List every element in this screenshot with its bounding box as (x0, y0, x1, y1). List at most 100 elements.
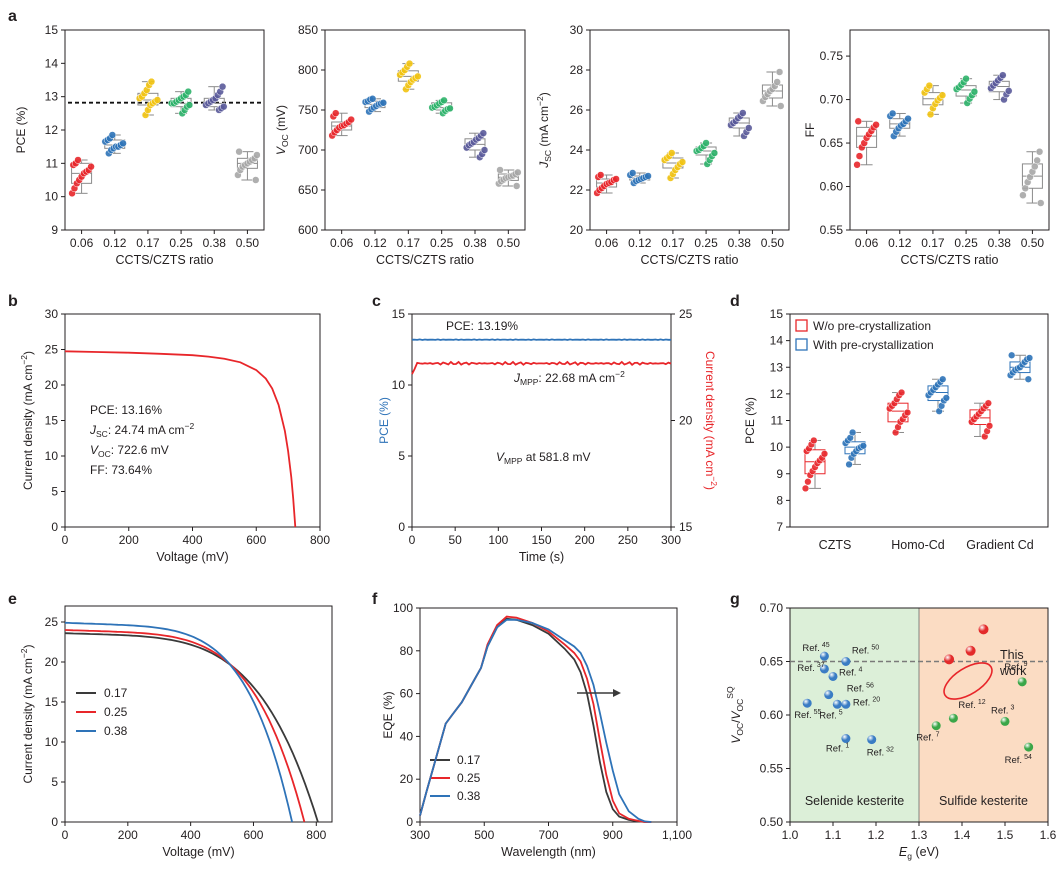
y-tick-label: 20 (570, 223, 584, 237)
data-point (414, 72, 422, 81)
y-tick-label: 850 (298, 23, 318, 37)
y-tick-label: 80 (400, 644, 414, 658)
data-point (938, 91, 947, 99)
x-tick-label: 300 (410, 828, 430, 842)
this-work-ellipse (943, 662, 993, 700)
ref-prefix: Ref. (839, 667, 856, 678)
ref-number: 45 (822, 642, 830, 649)
data-point-selenide (824, 690, 834, 700)
box-group (68, 156, 95, 198)
y-axis-label-part: SQ (725, 686, 735, 699)
data-point (888, 109, 897, 118)
y-axis-label-part: OC (280, 134, 290, 147)
ref-number: 56 (866, 683, 874, 690)
x-axis-label: Eg (eV) (899, 845, 939, 861)
plot-frame-a2 (324, 29, 526, 231)
ref-number: 1 (845, 743, 849, 750)
x-axis-label-part: g (907, 851, 912, 861)
ref-prefix: Ref. (1004, 662, 1021, 673)
x-tick-label: 0.38 (728, 236, 752, 250)
data-point (745, 124, 753, 132)
annotation-voc-part: V (90, 443, 99, 457)
data-point (480, 146, 489, 154)
y-tick-label: 10 (45, 190, 59, 204)
plot-frame-e (64, 605, 333, 823)
y-tick-label: 22 (570, 183, 584, 197)
x-tick-label: 0.25 (954, 236, 978, 250)
annotation-jmpp-part: J (513, 371, 521, 385)
data-point (859, 442, 867, 450)
x-tick-label: 0 (62, 828, 69, 842)
x-tick-label: 0.12 (628, 236, 652, 250)
y-tick-label: 20 (679, 414, 693, 428)
data-point (985, 422, 994, 430)
y-tick-label: 25 (45, 343, 59, 357)
data-point (87, 162, 95, 171)
ref-number: 37 (817, 662, 825, 669)
x-tick-label: 0.50 (761, 236, 785, 250)
y-axis-label: PCE (%) (14, 107, 28, 154)
x-tick-label: 800 (310, 533, 330, 547)
x-tick-label: 0 (409, 533, 416, 547)
x-tick-label: 1.0 (782, 828, 799, 842)
x-tick-label: 0.12 (103, 236, 127, 250)
annotation-voc: VOC: 722.6 mV (90, 443, 169, 459)
y-tick-label: 10 (45, 735, 59, 749)
data-point (776, 102, 785, 110)
data-point (855, 152, 864, 160)
data-point (962, 74, 970, 83)
data-point (970, 87, 979, 96)
legend-label: 0.25 (457, 771, 481, 785)
y-axis-label-part: Current density (mA cm (21, 658, 35, 783)
legend-label-without: W/o pre-crystallization (813, 319, 931, 333)
ref-label: Ref. 4 (839, 666, 862, 678)
ref-prefix: Ref. (852, 646, 869, 657)
x-tick-label: 250 (618, 533, 638, 547)
ref-label: Ref. 56 (847, 683, 874, 695)
ref-label: Ref. 5 (819, 709, 842, 721)
data-point-this-work (965, 645, 976, 656)
data-point (853, 161, 861, 169)
series-line-0.17 (419, 617, 652, 823)
x-tick-label: 1.2 (868, 828, 885, 842)
y-tick-label: 10 (770, 440, 784, 454)
box-group-without (801, 436, 829, 493)
y-axis-label: Current density (mA cm−2) (19, 351, 35, 490)
annotation-vmpp-part: at 581.8 mV (522, 450, 590, 464)
legend-label: 0.38 (457, 789, 481, 803)
x-axis-label-part: (eV) (912, 845, 939, 859)
y-tick-label: 40 (400, 729, 414, 743)
box-group-with (924, 375, 950, 415)
data-point (235, 147, 243, 156)
x-tick-label: 50 (448, 533, 462, 547)
box-group-without (886, 388, 912, 437)
y-tick-label: 8 (776, 493, 783, 507)
data-point-selenide (819, 664, 829, 674)
data-point (185, 101, 194, 109)
data-point (108, 131, 117, 139)
x-tick-label: 400 (182, 533, 202, 547)
data-point-selenide (841, 699, 851, 709)
data-point-sulfide (1024, 742, 1034, 752)
box-group (626, 169, 652, 187)
x-tick-label: 0.06 (330, 236, 354, 250)
plot-frame-a3 (589, 29, 790, 231)
y-tick-label: 12 (45, 123, 59, 137)
data-point (854, 117, 863, 126)
data-point-selenide (828, 671, 838, 681)
x-tick-label: 0.50 (497, 236, 521, 250)
data-point-sulfide (931, 721, 941, 731)
series-line-0.38 (64, 621, 293, 823)
ref-number: 50 (871, 645, 879, 652)
ref-prefix: Ref. (867, 748, 884, 759)
box-group (234, 147, 261, 184)
x-tick-label: 0.25 (430, 236, 454, 250)
ref-number: 7 (936, 732, 940, 739)
x-tick-label: 0.06 (70, 236, 94, 250)
x-axis-label: CCTS/CZTS ratio (901, 253, 999, 267)
data-point (984, 399, 992, 407)
x-axis-label: CCTS/CZTS ratio (641, 253, 739, 267)
y-axis-label: EQE (%) (381, 691, 395, 738)
x-axis-label: Time (s) (519, 550, 564, 564)
y-axis-label-part: ) (21, 351, 35, 355)
